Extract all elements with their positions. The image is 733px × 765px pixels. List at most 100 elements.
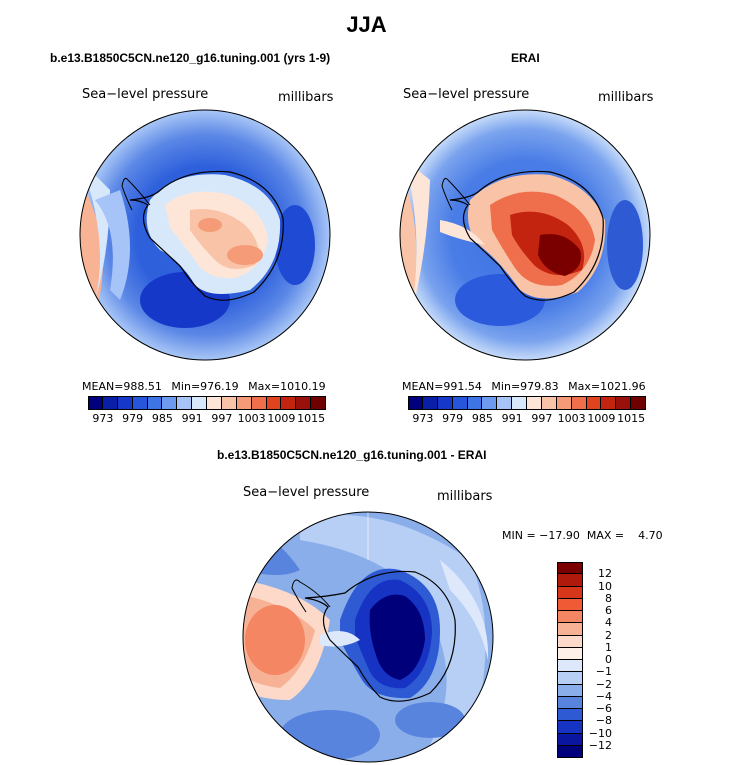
colorbar-swatch (162, 396, 178, 410)
colorbar-tick-label: 1015 (297, 412, 326, 425)
colorbar-swatch (452, 396, 468, 410)
obs-mean-value: 991.54 (443, 380, 482, 393)
colorbar-tick-label: 8 (605, 591, 612, 605)
colorbar-swatch (281, 396, 297, 410)
colorbar-tick-label: −8 (595, 714, 612, 728)
colorbar-swatch (586, 396, 602, 410)
colorbar-tick-label: 6 (605, 604, 612, 617)
colorbar-swatch (557, 647, 583, 660)
diff-variable-label: Sea−level pressure (243, 485, 370, 500)
model-max-value: 1010.19 (280, 380, 326, 393)
colorbar-tick-label: 997 (531, 412, 553, 425)
colorbar-swatch (132, 396, 148, 410)
colorbar-tick-label: 1015 (617, 412, 646, 425)
colorbar-swatch (147, 396, 163, 410)
colorbar-swatch (236, 396, 252, 410)
colorbar-swatch (437, 396, 453, 410)
obs-colorbar (408, 396, 646, 410)
colorbar-swatch (467, 396, 483, 410)
diff-panel-title: b.e13.B1850C5CN.ne120_g16.tuning.001 - E… (217, 448, 487, 462)
colorbar-swatch (266, 396, 282, 410)
colorbar-tick-label: 4 (605, 616, 612, 630)
obs-min-label: Min= (491, 380, 521, 393)
model-stats: MEAN=988.51 Min=976.19 Max=1010.19 (82, 380, 326, 393)
colorbar-swatch (541, 396, 557, 410)
colorbar-swatch (557, 611, 583, 624)
colorbar-tick-label: 979 (122, 412, 144, 425)
obs-mean-label: MEAN= (402, 380, 444, 393)
colorbar-swatch (616, 396, 632, 410)
colorbar-swatch (117, 396, 133, 410)
colorbar-swatch (557, 745, 583, 758)
colorbar-tick-label: 1 (605, 640, 612, 654)
colorbar-swatch (557, 733, 583, 746)
obs-panel-title: ERAI (511, 51, 540, 65)
colorbar-tick-label: −4 (595, 689, 612, 703)
colorbar-tick-label: −6 (595, 702, 612, 715)
colorbar-swatch (557, 586, 583, 599)
colorbar-tick-label: 1009 (587, 412, 616, 425)
colorbar-swatch (102, 396, 118, 410)
colorbar-tick-label: −12 (588, 738, 612, 752)
model-panel-title: b.e13.B1850C5CN.ne120_g16.tuning.001 (yr… (50, 51, 331, 65)
model-units-label: millibars (278, 90, 334, 105)
colorbar-tick-label: −2 (595, 677, 612, 691)
colorbar-tick-label: 1003 (237, 412, 266, 425)
model-min-value: 976.19 (200, 380, 239, 393)
colorbar-swatch (557, 672, 583, 685)
colorbar-swatch (311, 396, 326, 410)
colorbar-swatch (557, 684, 583, 697)
colorbar-swatch (422, 396, 438, 410)
colorbar-swatch (512, 396, 527, 410)
model-min-label: Min= (171, 380, 201, 393)
diff-colorbar-labels: 12 10 8 6 4 2 1 0 −1 −2 −4 −6 −8 −10 −12 (589, 562, 630, 758)
obs-colorbar-labels: 973 979 985 991 997 1003 1009 1015 (408, 412, 646, 426)
obs-units-label: millibars (598, 90, 654, 105)
colorbar-swatch (527, 396, 542, 410)
colorbar-swatch (251, 396, 267, 410)
colorbar-swatch (192, 396, 207, 410)
colorbar-swatch (557, 562, 583, 575)
colorbar-tick-label: 973 (412, 412, 434, 425)
colorbar-tick-label: 10 (598, 579, 612, 593)
model-variable-label: Sea−level pressure (82, 87, 209, 102)
obs-stats: MEAN=991.54 Min=979.83 Max=1021.96 (402, 380, 646, 393)
model-mean-label: MEAN= (82, 380, 124, 393)
obs-variable-label: Sea−level pressure (403, 87, 530, 102)
colorbar-swatch (601, 396, 617, 410)
diff-min-max: MIN = −17.90 MAX = 4.70 (502, 529, 663, 542)
colorbar-swatch (221, 396, 237, 410)
figure-title: JJA (346, 12, 387, 37)
colorbar-swatch (571, 396, 587, 410)
diff-colorbar (557, 562, 583, 758)
model-colorbar-labels: 973 979 985 991 997 1003 1009 1015 (88, 412, 326, 426)
colorbar-tick-label: 973 (92, 412, 114, 425)
colorbar-swatch (557, 574, 583, 587)
colorbar-tick-label: 979 (442, 412, 464, 425)
colorbar-tick-label: 985 (471, 412, 493, 425)
colorbar-tick-label: 2 (605, 628, 612, 642)
colorbar-tick-label: 997 (211, 412, 233, 425)
obs-min-value: 979.83 (520, 380, 559, 393)
diff-units-label: millibars (437, 489, 493, 504)
colorbar-swatch (557, 709, 583, 722)
colorbar-tick-label: −1 (595, 665, 612, 679)
colorbar-swatch (557, 598, 583, 611)
model-max-label: Max= (248, 380, 281, 393)
model-colorbar (88, 396, 326, 410)
colorbar-tick-label: 0 (605, 653, 612, 666)
colorbar-swatch (177, 396, 193, 410)
colorbar-swatch (482, 396, 498, 410)
colorbar-tick-label: 985 (151, 412, 173, 425)
colorbar-swatch (631, 396, 646, 410)
obs-max-value: 1021.96 (600, 380, 646, 393)
colorbar-swatch (556, 396, 572, 410)
colorbar-tick-label: −10 (588, 726, 612, 740)
colorbar-tick-label: 991 (181, 412, 203, 425)
colorbar-swatch (408, 396, 423, 410)
colorbar-swatch (557, 623, 583, 636)
colorbar-swatch (557, 721, 583, 734)
colorbar-swatch (88, 396, 103, 410)
colorbar-tick-label: 1009 (267, 412, 296, 425)
model-mean-value: 988.51 (123, 380, 162, 393)
